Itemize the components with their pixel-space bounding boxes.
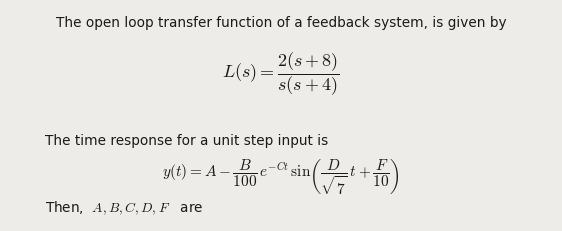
Text: The open loop transfer function of a feedback system, is given by: The open loop transfer function of a fee… <box>56 16 506 30</box>
Text: The time response for a unit step input is: The time response for a unit step input … <box>45 134 328 148</box>
Text: $y(t)= A - \dfrac{B}{100}\,e^{-Ct}\,\sin\!\left(\dfrac{D}{\sqrt{7}}\,t + \dfrac{: $y(t)= A - \dfrac{B}{100}\,e^{-Ct}\,\sin… <box>162 158 400 198</box>
Text: Then,  $A,B,C,D,F$   are: Then, $A,B,C,D,F$ are <box>45 200 203 217</box>
Text: $L(s) = \dfrac{2(s+8)}{s(s+4)}$: $L(s) = \dfrac{2(s+8)}{s(s+4)}$ <box>222 50 340 98</box>
